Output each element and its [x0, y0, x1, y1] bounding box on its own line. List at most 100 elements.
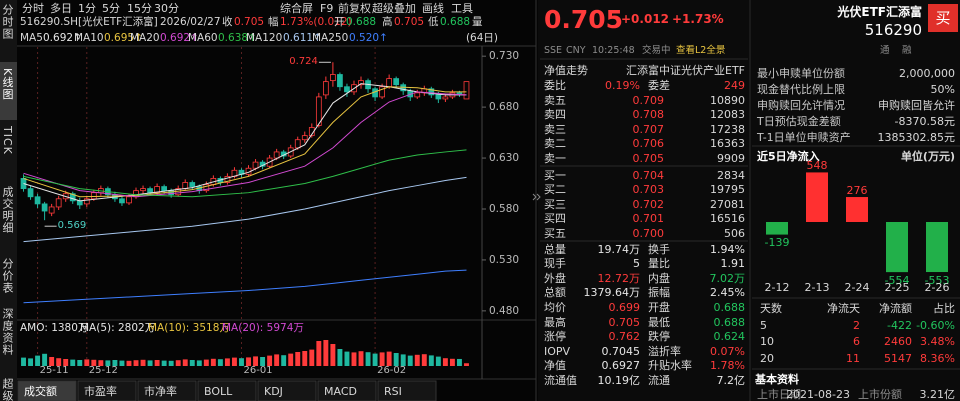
candle-body — [414, 92, 421, 98]
basic-label: 上市份额 — [858, 387, 902, 401]
volume-bar — [316, 341, 322, 366]
toolbar-button[interactable]: 综合屏 — [280, 1, 313, 15]
bottom-tab-bg[interactable] — [17, 380, 77, 401]
ratio: 0.19% — [605, 78, 640, 92]
bottom-tab[interactable]: KDJ — [264, 384, 283, 398]
side-nav-tab[interactable]: 成交明细 — [1, 186, 14, 234]
stat-label: 外盘 — [544, 271, 566, 285]
bottom-tab[interactable]: 市盈率 — [84, 384, 117, 398]
book-volume: 12083 — [710, 108, 745, 122]
ma-legend-name: MA120 — [246, 31, 283, 44]
book-level: 卖二 — [544, 137, 566, 151]
info-high-label: 高 — [382, 15, 393, 28]
bottom-tab[interactable]: 市净率 — [144, 384, 177, 398]
collapse-icon[interactable] — [536, 193, 541, 201]
bottom-tab[interactable]: 成交额 — [24, 384, 57, 398]
ma-legend-name: MA60 — [188, 31, 218, 44]
bottom-tab-bg[interactable] — [257, 380, 317, 401]
flow-cell: 6 — [853, 335, 860, 348]
volume-bar — [442, 358, 448, 366]
side-nav-tab[interactable]: 分时图 — [1, 4, 14, 40]
nav-label[interactable]: 净值走势 — [544, 63, 588, 77]
candle-body — [90, 192, 97, 200]
candle-body — [161, 186, 168, 192]
buy-button-bg[interactable] — [928, 4, 958, 32]
flow-cell: -0.60% — [916, 318, 955, 332]
stat-label: 流通 — [648, 373, 670, 387]
ma-line — [23, 149, 467, 198]
volume-bar — [161, 360, 167, 366]
candle-body — [301, 135, 308, 141]
side-nav-tab[interactable]: K线图 — [1, 68, 14, 101]
stat-label: 涨停 — [544, 330, 566, 344]
status: 交易中 — [642, 45, 671, 57]
volume-bar — [400, 354, 406, 366]
side-nav-tab[interactable]: 深度资料 — [1, 308, 14, 356]
flow-value-label: 276 — [846, 183, 868, 197]
buy-button[interactable]: 买 — [935, 8, 951, 27]
y-tick-label: 0.680 — [489, 100, 520, 113]
stat-label: 跌停 — [648, 330, 670, 344]
volume-bar — [288, 353, 294, 366]
y-tick-label: 0.630 — [489, 151, 520, 164]
toolbar-button[interactable]: 画线 — [422, 1, 444, 15]
candle-body — [189, 182, 196, 187]
bottom-tab-bg[interactable] — [317, 380, 377, 401]
collapse-icon[interactable] — [532, 193, 537, 201]
toolbar-button[interactable]: 前复权 — [338, 1, 371, 15]
flow-bar — [886, 222, 908, 273]
info-high: 0.705 — [394, 15, 425, 28]
volume-legend: MA(10): 3518万 — [148, 321, 230, 334]
info-close: 0.705 — [234, 15, 265, 28]
volume-bar — [77, 360, 83, 366]
toolbar-button[interactable]: 超级叠加 — [372, 1, 416, 15]
period-tab[interactable]: 15分 — [127, 1, 152, 15]
volume-bar — [175, 360, 181, 366]
book-volume: 19795 — [710, 183, 745, 197]
volume-bar — [56, 358, 62, 366]
ma-legend-name: MA20 — [130, 31, 160, 44]
volume-bar — [189, 360, 195, 366]
candle-body — [322, 81, 329, 96]
candle-body — [34, 196, 41, 205]
candle-body — [435, 94, 442, 100]
info-change-label: 幅 — [268, 15, 279, 28]
bottom-tab[interactable]: RSI — [384, 384, 402, 398]
period-tab[interactable]: 5分 — [102, 1, 120, 15]
bottom-tab[interactable]: BOLL — [204, 384, 233, 398]
book-volume: 506 — [724, 226, 745, 240]
volume-bar — [239, 358, 244, 366]
period-tab[interactable]: 1分 — [78, 1, 96, 15]
bottom-tab-bg[interactable] — [77, 380, 137, 401]
volume-bar — [386, 351, 392, 366]
ma-legend-value: 0.611↑ — [283, 31, 322, 44]
candle-body — [76, 200, 83, 206]
info-open-label: 开 — [334, 15, 345, 28]
flow-date-label: 2-12 — [764, 280, 790, 294]
l2-link[interactable]: 查看L2全景 — [676, 45, 726, 57]
toolbar-button[interactable]: F9 — [320, 1, 334, 15]
y-tick-label: 0.480 — [489, 304, 520, 317]
book-level: 卖三 — [544, 122, 566, 136]
volume-bar — [63, 359, 69, 366]
period-tab[interactable]: 多日 — [50, 1, 72, 15]
volume-bar — [253, 356, 259, 366]
book-volume: 9909 — [717, 151, 745, 165]
bottom-tab[interactable]: MACD — [324, 384, 357, 398]
bottom-tab-bg[interactable] — [197, 380, 257, 401]
period-tab[interactable]: 分时 — [22, 1, 44, 15]
side-nav-tab[interactable]: 分价表 — [1, 258, 14, 294]
bottom-tab-bg[interactable] — [377, 380, 437, 401]
bottom-tab-bg[interactable] — [137, 380, 197, 401]
book-level: 买一 — [544, 168, 566, 182]
side-nav-active — [0, 62, 17, 120]
candle-body — [330, 74, 336, 82]
period-tab[interactable]: 30分 — [154, 1, 179, 15]
flow-bar — [926, 222, 948, 273]
info-code: 516290.SH[光伏ETF汇添富] — [20, 15, 158, 28]
side-nav-tab[interactable]: 超级 — [1, 378, 14, 401]
toolbar-button[interactable]: 工具 — [451, 1, 473, 15]
side-nav-tab[interactable]: TICK — [1, 126, 14, 155]
flow-cell: 2 — [853, 318, 860, 332]
stat-value: 0.6927 — [601, 359, 641, 373]
